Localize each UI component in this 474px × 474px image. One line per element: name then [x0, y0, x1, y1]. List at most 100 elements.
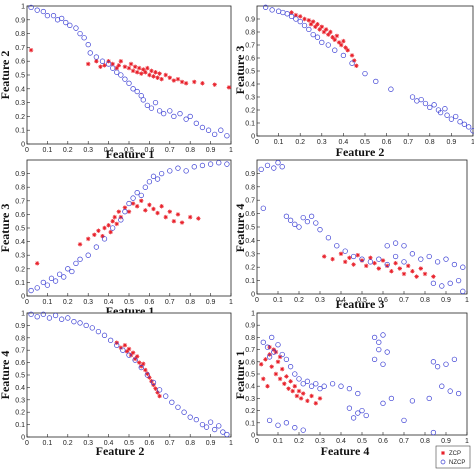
data-point [144, 372, 151, 378]
data-point [187, 414, 193, 420]
data-point [461, 121, 468, 127]
data-point [212, 82, 217, 87]
data-point [439, 383, 445, 389]
data-point [401, 271, 407, 277]
x-tick-label: 0.9 [447, 139, 457, 146]
y-tick-label: 0.4 [245, 238, 255, 245]
data-point [297, 18, 303, 25]
data-point [279, 351, 285, 358]
data-point [130, 350, 136, 355]
data-point [470, 128, 474, 134]
data-point [139, 198, 144, 203]
data-point [116, 209, 121, 214]
data-point [28, 47, 34, 53]
data-point [218, 127, 224, 133]
data-point [283, 420, 290, 426]
data-point [301, 22, 308, 29]
data-point [132, 64, 138, 69]
data-point [28, 311, 34, 317]
data-point [306, 18, 312, 23]
data-point [259, 362, 264, 367]
data-point [317, 27, 322, 32]
data-point [34, 285, 40, 291]
data-point [343, 45, 348, 50]
data-point [183, 81, 189, 86]
data-point [448, 116, 455, 122]
data-point [175, 404, 181, 410]
series-zcp-points [28, 47, 232, 90]
data-point [216, 423, 222, 429]
data-point [332, 37, 337, 42]
x-tick-label: 0.8 [185, 147, 195, 154]
data-point [323, 27, 329, 32]
data-point [350, 415, 357, 421]
data-point [277, 354, 283, 360]
data-point [409, 251, 416, 257]
data-point [110, 225, 116, 231]
data-point [313, 401, 318, 406]
x-tick-label: 0.3 [83, 440, 93, 447]
y-tick-label: 0.7 [15, 348, 25, 355]
y-tick-label: 0.2 [15, 410, 25, 417]
data-point [355, 390, 361, 397]
scatter-panel-1: 0 0.1 0.2 0.3 0.4 0.5 0.6 0.7 0.8 0.9 1 0 0.1 0.2 0.3 0… [0, 4, 233, 162]
data-point [384, 349, 390, 355]
data-point [44, 282, 51, 288]
data-point [300, 214, 306, 221]
data-point [157, 71, 162, 76]
data-point [330, 256, 335, 262]
data-point [263, 357, 268, 362]
x-tick-label: 0.7 [399, 438, 409, 445]
data-point [430, 359, 437, 365]
data-point [161, 110, 167, 117]
data-point [296, 224, 302, 230]
data-point [284, 11, 290, 17]
y-tick-label: 0.1 [15, 422, 25, 429]
data-point [300, 427, 306, 433]
data-point [334, 243, 340, 249]
data-point [363, 412, 369, 419]
data-point [167, 168, 173, 174]
y-tick-label: 0.4 [15, 86, 25, 93]
data-point [388, 395, 395, 402]
data-point [313, 24, 318, 29]
x-tick-label: 0.7 [165, 147, 175, 154]
y-tick-label: 0.5 [245, 69, 255, 76]
data-point [159, 76, 164, 82]
x-tick-label: 0.7 [165, 299, 175, 306]
data-point [155, 210, 160, 216]
data-point [175, 76, 181, 82]
data-point [156, 108, 163, 114]
data-point [293, 12, 299, 18]
x-tick-label: 0.5 [124, 440, 134, 447]
y-tick-label: 0.6 [15, 59, 25, 66]
data-point [183, 168, 189, 174]
y-tick-label: 0.6 [15, 212, 25, 219]
data-point [349, 60, 355, 66]
data-point [69, 268, 75, 275]
data-point [146, 179, 153, 185]
x-tick-label: 0.3 [317, 139, 327, 146]
data-point [140, 97, 146, 103]
data-point [130, 195, 136, 201]
y-tick-label: 0 [21, 142, 25, 149]
data-point [317, 385, 323, 392]
data-point [277, 376, 283, 382]
data-point [294, 393, 300, 399]
data-point [308, 22, 314, 27]
data-point [269, 364, 274, 369]
data-point [73, 25, 79, 31]
data-point [52, 278, 59, 284]
y-tick-label: 0.4 [245, 82, 255, 89]
data-point [118, 214, 124, 220]
data-point [35, 261, 40, 266]
data-point [317, 227, 323, 233]
data-point [139, 71, 144, 76]
data-point [163, 214, 168, 220]
data-point [434, 259, 441, 265]
y-tick-label: 0.7 [15, 198, 25, 205]
data-point [275, 422, 281, 428]
data-point [334, 33, 340, 39]
data-point [453, 113, 459, 120]
y-tick-label: 0.9 [15, 171, 25, 178]
